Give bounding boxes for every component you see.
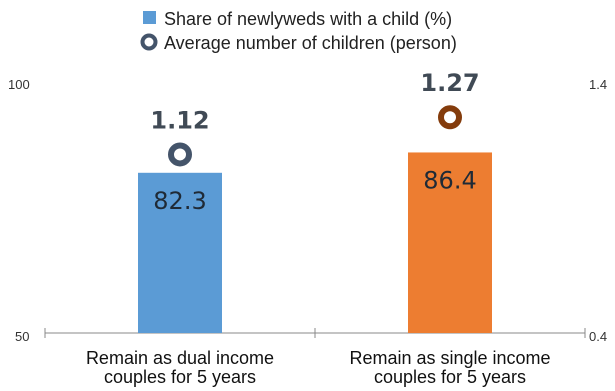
- right-tick-min: 0.4: [589, 329, 607, 344]
- category-label-1-line-2: couples for 5 years: [104, 367, 256, 387]
- bar-2: [408, 152, 492, 333]
- bar-value-label-1: 82.3: [153, 187, 206, 215]
- bar-1: [138, 172, 222, 333]
- right-tick-max: 1.4: [589, 77, 607, 92]
- left-tick-min: 50: [15, 329, 29, 344]
- legend: Share of newlyweds with a child (%) Aver…: [140, 9, 457, 53]
- point-marker-2: [438, 105, 462, 130]
- x-axis: [44, 328, 586, 338]
- legend-label-marker: Average number of children (person): [164, 33, 457, 53]
- category-label-2-line-1: Remain as single income: [349, 348, 550, 368]
- category-label-1-line-1: Remain as dual income: [86, 348, 274, 368]
- left-axis: 100 50: [8, 77, 30, 344]
- legend-label-bar: Share of newlyweds with a child (%): [164, 9, 452, 29]
- category-label-2-line-2: couples for 5 years: [374, 367, 526, 387]
- point-marker-1: [168, 142, 192, 167]
- bar-value-label-2: 86.4: [423, 166, 476, 194]
- point-value-label-2: 1.27: [420, 69, 479, 97]
- legend-marker-circle: [140, 33, 158, 51]
- right-axis: 1.4 0.4: [589, 77, 607, 344]
- legend-swatch-bar: [143, 11, 156, 24]
- point-value-label-1: 1.12: [150, 106, 209, 134]
- left-tick-max: 100: [8, 77, 30, 92]
